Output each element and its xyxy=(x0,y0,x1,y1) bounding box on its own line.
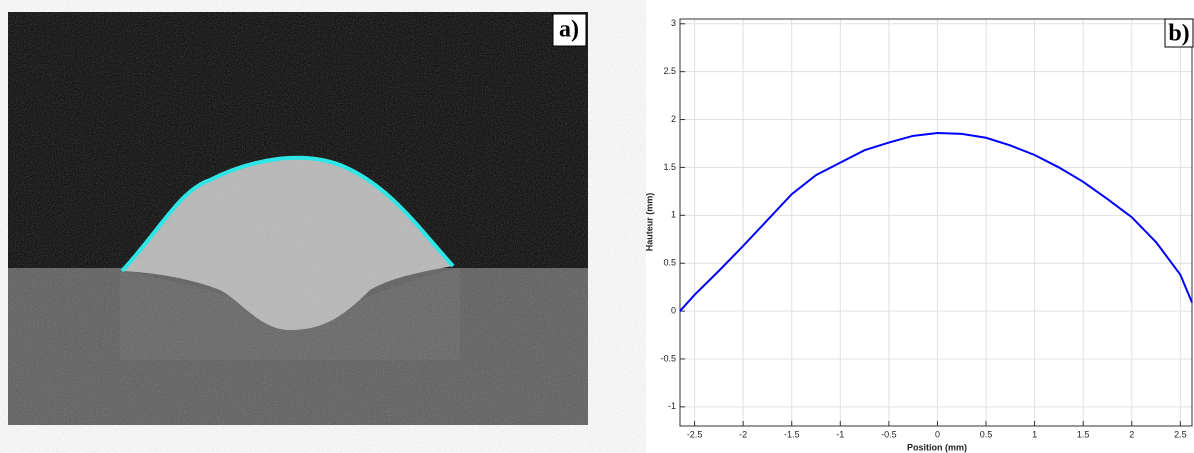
x-tick-label: -0.5 xyxy=(881,429,897,439)
y-tick-label: 2.5 xyxy=(663,66,676,76)
plot-frame xyxy=(679,18,1193,427)
x-tick-label: 2.5 xyxy=(1174,429,1187,439)
micrograph: a) xyxy=(8,12,588,425)
y-tick-label: 1.5 xyxy=(663,162,676,172)
y-tick-label: 1 xyxy=(671,210,676,220)
x-tick-label: -1 xyxy=(836,429,844,439)
plot-area xyxy=(680,19,1192,426)
chart: -2.5 -2 -1.5 -1 -0.5 0 0.5 1 1.5 2 2.5 -1 -0.5 0 0.5 1 1… xyxy=(660,18,1194,439)
profile-curve xyxy=(120,155,455,273)
x-tick-label: -2.5 xyxy=(687,429,703,439)
y-tick-label: 0.5 xyxy=(663,258,676,268)
x-tick-label: 1.5 xyxy=(1077,429,1090,439)
y-tick-label: -1 xyxy=(668,401,676,411)
panel-label: b) xyxy=(1168,21,1189,47)
x-tick-label: 0 xyxy=(935,429,940,439)
y-tick-label: 0 xyxy=(671,305,676,315)
panel-label: a) xyxy=(559,17,579,43)
x-tick-label: -2 xyxy=(739,429,747,439)
y-tick-label: 2 xyxy=(671,114,676,124)
label-box xyxy=(552,13,587,47)
y-axis-label: Hauteur (mm) xyxy=(644,193,654,252)
data-line xyxy=(679,131,1193,312)
x-tick-label: -1.5 xyxy=(784,429,800,439)
label-box xyxy=(1164,18,1194,48)
x-tick-label: 1 xyxy=(1032,429,1037,439)
texture xyxy=(8,12,588,425)
y-tick-label: 3 xyxy=(671,18,676,28)
x-axis-label: Position (mm) xyxy=(907,442,967,452)
y-tick-label: -0.5 xyxy=(660,353,676,363)
x-tick-label: 2 xyxy=(1129,429,1134,439)
x-tick-label: 0.5 xyxy=(980,429,993,439)
